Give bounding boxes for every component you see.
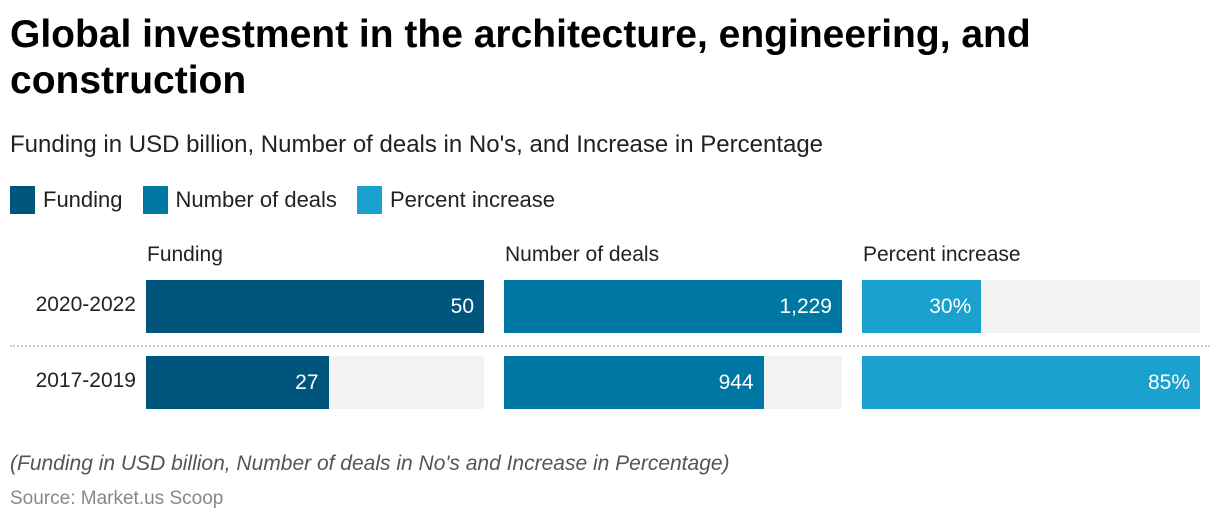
chart-subtitle: Funding in USD billion, Number of deals … (10, 131, 824, 158)
row-separator (10, 345, 1210, 347)
bar-number-of-deals-2020-2022: 1,229 (504, 280, 842, 333)
legend-swatch-percent-increase (356, 186, 382, 214)
chart-title: Global investment in the architecture, e… (10, 13, 1031, 102)
bar-track-funding-2017-2019: 27 (146, 356, 484, 409)
bar-track-number-of-deals-2017-2019: 944 (504, 356, 842, 409)
bar-funding-2020-2022: 50 (146, 280, 484, 333)
legend-label-percent-increase: Percent increase (389, 187, 556, 212)
bar-track-number-of-deals-2020-2022: 1,229 (504, 280, 842, 333)
legend-swatch-funding (10, 186, 35, 214)
legend-label-funding: Funding (43, 187, 123, 212)
row-label-2017-2019: 2017-2019 (35, 369, 136, 392)
bar-number-of-deals-2017-2019: 944 (504, 356, 764, 409)
bar-percent-increase-2017-2019: 85% (862, 356, 1200, 409)
bar-funding-2017-2019: 27 (146, 356, 329, 409)
bar-track-funding-2020-2022: 50 (146, 280, 484, 333)
legend: Funding Number of deals Percent increase (10, 186, 575, 214)
chart-source: Source: Market.us Scoop (10, 488, 224, 509)
bar-label-number-of-deals-2020-2022: 1,229 (779, 295, 832, 318)
legend-swatch-number-of-deals (142, 186, 168, 214)
bar-label-funding-2017-2019: 27 (295, 371, 319, 394)
row-label-2020-2022: 2020-2022 (35, 293, 136, 316)
bar-label-number-of-deals-2017-2019: 944 (718, 371, 754, 394)
legend-label-number-of-deals: Number of deals (175, 187, 337, 212)
legend-item-percent-increase: Percent increase (356, 186, 556, 214)
column-header-percent-increase: Percent increase (863, 243, 1021, 266)
legend-item-funding: Funding (10, 186, 123, 214)
bar-label-percent-increase-2017-2019: 85% (1147, 371, 1190, 394)
bar-track-percent-increase-2017-2019: 85% (862, 356, 1200, 409)
chart-note: (Funding in USD billion, Number of deals… (10, 452, 730, 475)
legend-item-number-of-deals: Number of deals (142, 186, 337, 214)
column-header-number-of-deals: Number of deals (505, 243, 660, 266)
bar-track-percent-increase-2020-2022: 30% (862, 280, 1200, 333)
column-header-funding: Funding (147, 243, 223, 266)
bar-percent-increase-2020-2022: 30% (862, 280, 982, 333)
bar-label-funding-2020-2022: 50 (450, 295, 474, 318)
bar-label-percent-increase-2020-2022: 30% (929, 295, 972, 318)
